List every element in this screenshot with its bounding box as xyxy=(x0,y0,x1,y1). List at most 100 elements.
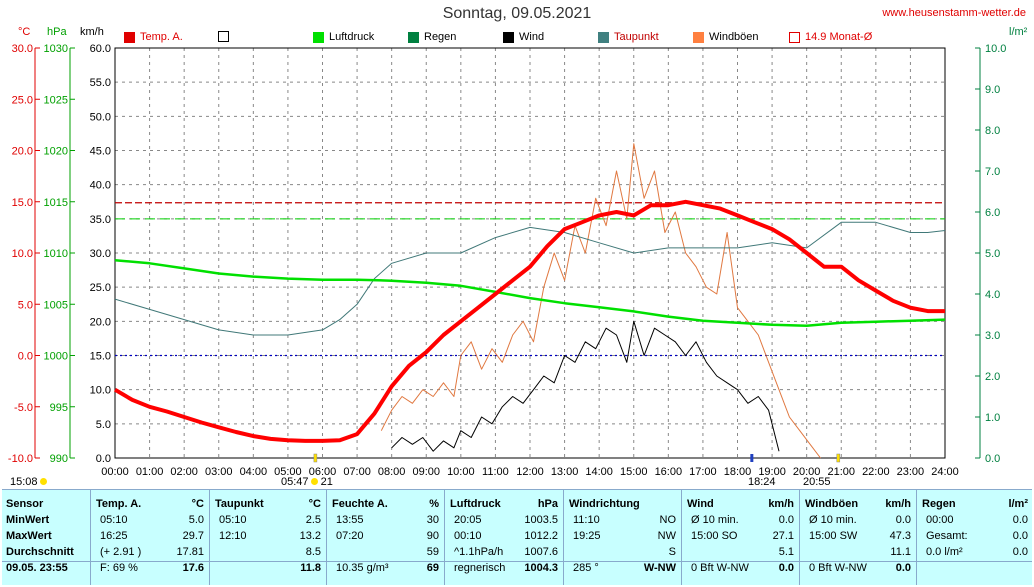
rain-row-value: 0.0 xyxy=(1012,530,1028,542)
x-tick-label: 18:00 xyxy=(724,466,752,478)
rain-tick-label: 7.0 xyxy=(985,166,1000,178)
legend-item: 14.9 Monat-Ø xyxy=(789,31,872,43)
site-link[interactable]: www.heusenstamm-wetter.de xyxy=(882,7,1026,19)
x-tick-label: 05:00 xyxy=(274,466,302,478)
press-tick-label: 995 xyxy=(50,402,68,414)
x-tick-label: 01:00 xyxy=(136,466,164,478)
press-row-label: ^1.1hPa/h xyxy=(454,546,504,558)
dir-row-label: 11:10 xyxy=(573,514,600,526)
sunrise-label: 05:47 21 xyxy=(281,476,333,488)
gust-row-label: Ø 10 min. xyxy=(809,514,857,526)
wind-tick-label: 30.0 xyxy=(90,248,111,260)
gust-header: Windböen xyxy=(805,498,859,510)
chart-title: Sonntag, 09.05.2021 xyxy=(442,5,592,22)
temp-row-label: 16:25 xyxy=(100,530,128,542)
wind-row-label: 0 Bft W-NW xyxy=(691,562,749,574)
x-tick-label: 06:00 xyxy=(309,466,337,478)
sensor-column: Sensor MinWert MaxWert Durchschnitt 09.0… xyxy=(6,489,88,585)
rain-tick-label: 8.0 xyxy=(985,125,1000,137)
dir-row-label: 285 ° xyxy=(573,562,599,574)
wind-row-value: 5.1 xyxy=(778,546,794,558)
rain-unit: l/m² xyxy=(1008,498,1028,510)
hum-row-value: 90 xyxy=(426,530,439,542)
temp-tick-label: -5.0 xyxy=(14,402,33,414)
wind-unit: km/h xyxy=(768,498,794,510)
legend-label: Temp. A. xyxy=(140,31,183,43)
wind-series-line xyxy=(391,320,780,452)
rain-row-value: 0.0 xyxy=(1012,514,1028,526)
x-tick-label: 13:00 xyxy=(551,466,579,478)
x-tick-label: 12:00 xyxy=(516,466,544,478)
x-tick-label: 02:00 xyxy=(170,466,198,478)
legend-label: Wind xyxy=(519,31,545,43)
legend-item: Windböen xyxy=(693,31,759,43)
wind-tick-label: 0.0 xyxy=(96,453,111,465)
rain-header: Regen xyxy=(922,498,956,510)
wind-tick-label: 35.0 xyxy=(90,214,111,226)
sensor-max: MaxWert xyxy=(6,530,52,542)
table-divider xyxy=(2,561,1032,562)
hum-header: Feuchte A. xyxy=(332,498,388,510)
press-row-value: 1012.2 xyxy=(524,530,558,542)
rain-unit: l/m² xyxy=(1009,26,1028,38)
gust-row-value: 0.0 xyxy=(895,562,911,574)
press-unit: hPa xyxy=(47,26,67,38)
x-tick-label: 08:00 xyxy=(378,466,406,478)
dir-header: Windrichtung xyxy=(569,498,640,510)
gust-row-value: 0.0 xyxy=(895,514,911,526)
dewpoint-series-line xyxy=(114,221,946,336)
temp-row-value: 29.7 xyxy=(182,530,204,542)
press-tick-label: 1025 xyxy=(44,94,68,106)
press-row-label: 00:10 xyxy=(454,530,482,542)
wind-row-value: 0.0 xyxy=(778,562,794,574)
legend-swatch xyxy=(503,31,514,43)
x-tick-label: 16:00 xyxy=(655,466,683,478)
rain-tick-label: 5.0 xyxy=(985,248,1000,260)
gust-row-value: 47.3 xyxy=(889,530,911,542)
wind-tick-label: 15.0 xyxy=(90,351,111,363)
sunset-label: 18:24 xyxy=(748,476,776,488)
temp-row-label: F: 69 % xyxy=(100,562,138,574)
press-row-label: 20:05 xyxy=(454,514,482,526)
sunset2-label: 20:55 xyxy=(803,476,831,488)
legend-item: Wind xyxy=(503,31,544,43)
legend-item: Temp. A. xyxy=(124,31,183,43)
temp-row-label: 05:10 xyxy=(100,514,128,526)
hum-row-label: 10.35 g/m³ xyxy=(336,562,389,574)
sun-icon xyxy=(310,478,318,485)
rain-row-label: Gesamt: xyxy=(926,530,968,542)
x-tick-label: 24:00 xyxy=(931,466,959,478)
temperature-series-line xyxy=(113,199,945,443)
x-tick-label: 20:00 xyxy=(793,466,821,478)
press-tick-label: 1010 xyxy=(44,248,68,260)
dew-header: Taupunkt xyxy=(215,498,264,510)
x-tick-label: 19:00 xyxy=(758,466,786,478)
wind-tick-label: 45.0 xyxy=(90,146,111,158)
weather-chart: 30.0 25.0 20.0 15.0 10.0 5.0 0.0 -5.0 -10.0 1030 1… xyxy=(8,43,1007,478)
sensor-avg: Durchschnitt xyxy=(6,546,74,558)
legend-swatch xyxy=(693,31,704,43)
wind-tick-label: 50.0 xyxy=(90,111,111,123)
gust-unit: km/h xyxy=(885,498,911,510)
legend-item: Taupunkt xyxy=(598,31,659,43)
legend-label: Windböen xyxy=(709,31,759,43)
hum-row-value: 30 xyxy=(426,514,439,526)
wind-tick-label: 55.0 xyxy=(90,77,111,89)
press-tick-label: 1000 xyxy=(44,351,68,363)
legend-swatch xyxy=(408,31,419,43)
x-tick-label: 14:00 xyxy=(585,466,613,478)
dir-row-value: NO xyxy=(659,514,677,526)
press-tick-label: 1020 xyxy=(44,146,68,158)
x-tick-label: 09:00 xyxy=(412,466,440,478)
rain-tick-label: 0.0 xyxy=(985,453,1000,465)
dew-unit: °C xyxy=(308,498,321,510)
legend-swatch xyxy=(218,31,229,42)
wind-row-value: 0.0 xyxy=(778,514,794,526)
sensor-header: Sensor xyxy=(6,498,44,510)
press-row-value: 1004.3 xyxy=(524,562,558,574)
legend-item: Luftdruck xyxy=(313,31,374,43)
press-header: Luftdruck xyxy=(450,498,501,510)
dew-row-label: 12:10 xyxy=(219,530,247,542)
rain-tick-label: 3.0 xyxy=(985,330,1000,342)
wind-row-label: Ø 10 min. xyxy=(691,514,739,526)
